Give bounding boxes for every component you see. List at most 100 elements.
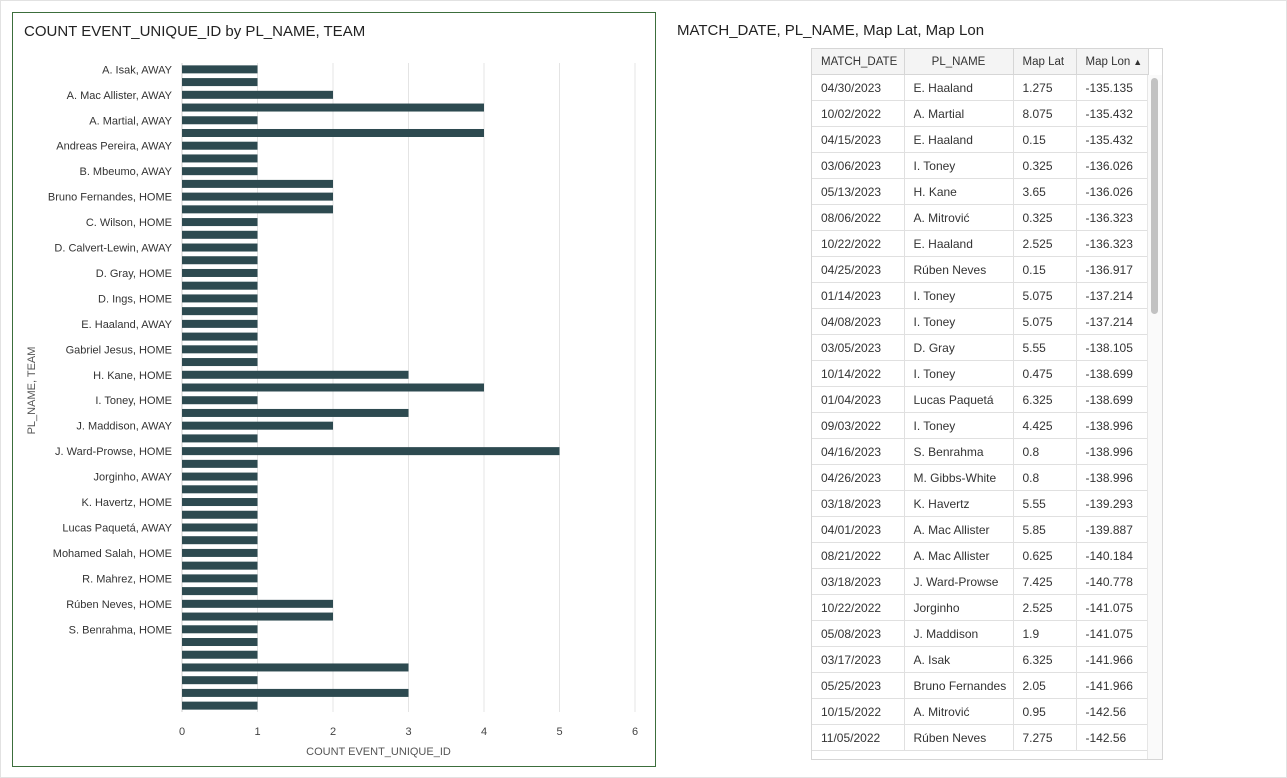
table-cell: H. Kane	[904, 178, 1014, 205]
table-row[interactable]: 04/01/2023 A. Mac Allister 5.85 -139.887	[812, 516, 1149, 543]
bar[interactable]	[182, 408, 409, 417]
table-row[interactable]: 03/06/2023 I. Toney 0.325 -136.026	[812, 152, 1149, 179]
bar[interactable]	[182, 663, 409, 672]
bar[interactable]	[182, 154, 258, 163]
table-row[interactable]: 03/18/2023 J. Ward-Prowse 7.425 -140.778	[812, 568, 1149, 595]
bar[interactable]	[182, 294, 258, 303]
table-row[interactable]: 04/08/2023 I. Toney 5.075 -137.214	[812, 308, 1149, 335]
bar[interactable]	[182, 243, 258, 252]
scrollbar-thumb[interactable]	[1151, 78, 1158, 314]
bar[interactable]	[182, 141, 258, 150]
table-row[interactable]: 05/13/2023 H. Kane 3.65 -136.026	[812, 178, 1149, 205]
bar[interactable]	[182, 650, 258, 659]
bar[interactable]	[182, 396, 258, 405]
table-row[interactable]: 11/05/2022 Rúben Neves 7.275 -142.56	[812, 724, 1149, 751]
table-cell: 5.075	[1013, 308, 1077, 335]
table-cell: -136.026	[1076, 178, 1149, 205]
bar[interactable]	[182, 548, 258, 557]
sort-ascending-icon[interactable]: ▲	[1133, 56, 1143, 67]
bar[interactable]	[182, 116, 258, 125]
bar[interactable]	[182, 307, 258, 316]
bar[interactable]	[182, 128, 484, 137]
column-header-pl-name[interactable]: PL_NAME	[904, 49, 1014, 75]
bar-chart-panel[interactable]: COUNT EVENT_UNIQUE_ID by PL_NAME, TEAM 0…	[12, 12, 656, 767]
table-cell: 03/18/2023	[812, 490, 905, 517]
column-header-map-lon[interactable]: Map Lon ▲	[1076, 49, 1149, 75]
y-category-label: H. Kane, HOME	[93, 370, 172, 382]
table-row[interactable]: 01/14/2023 I. Toney 5.075 -137.214	[812, 282, 1149, 309]
table-row[interactable]: 05/25/2023 Bruno Fernandes 2.05 -141.966	[812, 672, 1149, 699]
bar[interactable]	[182, 281, 258, 290]
table-row[interactable]: 04/25/2023 Rúben Neves 0.15 -136.917	[812, 256, 1149, 283]
bar-chart[interactable]: 0 1 2 3 4 5 6 A. Isak, AWAY A. Mac Allister, AWA…	[13, 13, 655, 766]
table-row[interactable]: 04/26/2023 M. Gibbs-White 0.8 -138.996	[812, 464, 1149, 491]
table-row[interactable]: 10/22/2022 Jorginho 2.525 -141.075	[812, 594, 1149, 621]
bar[interactable]	[182, 638, 258, 647]
bar[interactable]	[182, 179, 333, 188]
data-table-container[interactable]: MATCH_DATE PL_NAME Map Lat Map Lon ▲ 04/3…	[811, 48, 1163, 760]
table-row[interactable]: 04/16/2023 S. Benrahma 0.8 -138.996	[812, 438, 1149, 465]
bar[interactable]	[182, 332, 258, 341]
table-row[interactable]: 03/17/2023 A. Isak 6.325 -141.966	[812, 646, 1149, 673]
bar[interactable]	[182, 345, 258, 354]
bar[interactable]	[182, 268, 258, 277]
column-header-match-date[interactable]: MATCH_DATE	[812, 49, 905, 75]
bar[interactable]	[182, 625, 258, 634]
chart-title: COUNT EVENT_UNIQUE_ID by PL_NAME, TEAM	[24, 23, 366, 40]
column-header-map-lat[interactable]: Map Lat	[1013, 49, 1077, 75]
table-cell: 09/03/2022	[812, 412, 905, 439]
vertical-scrollbar[interactable]	[1147, 75, 1162, 759]
bar[interactable]	[182, 701, 258, 710]
bar[interactable]	[182, 78, 258, 87]
bar[interactable]	[182, 561, 258, 570]
table-row[interactable]: 10/15/2022 A. Mitrović 0.95 -142.56	[812, 698, 1149, 725]
bar[interactable]	[182, 587, 258, 596]
table-cell: 04/25/2023	[812, 256, 905, 283]
bar[interactable]	[182, 383, 484, 392]
table-row[interactable]: 03/05/2023 D. Gray 5.55 -138.105	[812, 334, 1149, 361]
bar[interactable]	[182, 510, 258, 519]
column-header-map-lon-label: Map Lon	[1085, 55, 1131, 68]
table-row[interactable]: 03/18/2023 K. Havertz 5.55 -139.293	[812, 490, 1149, 517]
bar[interactable]	[182, 688, 409, 697]
table-row[interactable]: 01/04/2023 Lucas Paquetá 6.325 -138.699	[812, 386, 1149, 413]
bar[interactable]	[182, 459, 258, 468]
bar[interactable]	[182, 358, 258, 367]
table-row[interactable]: 08/21/2022 A. Mac Allister 0.625 -140.184	[812, 542, 1149, 569]
table-cell: 7.275	[1013, 724, 1077, 751]
bar[interactable]	[182, 256, 258, 265]
bar[interactable]	[182, 599, 333, 608]
table-row[interactable]: 10/14/2022 I. Toney 0.475 -138.699	[812, 360, 1149, 387]
bar[interactable]	[182, 370, 409, 379]
table-row[interactable]: 09/03/2022 I. Toney 4.425 -138.996	[812, 412, 1149, 439]
bar[interactable]	[182, 167, 258, 176]
table-row[interactable]: 08/06/2022 A. Mitrović 0.325 -136.323	[812, 204, 1149, 231]
bar[interactable]	[182, 498, 258, 507]
bar[interactable]	[182, 205, 333, 214]
bar[interactable]	[182, 65, 258, 74]
bar[interactable]	[182, 472, 258, 481]
table-row[interactable]: 10/22/2022 E. Haaland 2.525 -136.323	[812, 230, 1149, 257]
table-row[interactable]: 04/15/2023 E. Haaland 0.15 -135.432	[812, 126, 1149, 153]
table-row[interactable]: 10/02/2022 A. Martial 8.075 -135.432	[812, 100, 1149, 127]
table-cell: -141.966	[1076, 646, 1149, 673]
bar[interactable]	[182, 218, 258, 227]
table-row[interactable]: 04/30/2023 E. Haaland 1.275 -135.135	[812, 74, 1149, 101]
bar[interactable]	[182, 676, 258, 685]
bar[interactable]	[182, 434, 258, 443]
bar[interactable]	[182, 612, 333, 621]
bar[interactable]	[182, 192, 333, 201]
table-row[interactable]: 05/08/2023 J. Maddison 1.9 -141.075	[812, 620, 1149, 647]
bar[interactable]	[182, 523, 258, 532]
bar[interactable]	[182, 485, 258, 494]
bar[interactable]	[182, 574, 258, 583]
bar[interactable]	[182, 447, 560, 456]
bar[interactable]	[182, 90, 333, 99]
bar[interactable]	[182, 103, 484, 112]
bar[interactable]	[182, 421, 333, 430]
bar[interactable]	[182, 230, 258, 239]
data-table: MATCH_DATE PL_NAME Map Lat Map Lon ▲ 04/3…	[812, 49, 1149, 751]
bar[interactable]	[182, 319, 258, 328]
table-panel[interactable]: MATCH_DATE, PL_NAME, Map Lat, Map Lon MA…	[666, 12, 1276, 767]
bar[interactable]	[182, 536, 258, 545]
